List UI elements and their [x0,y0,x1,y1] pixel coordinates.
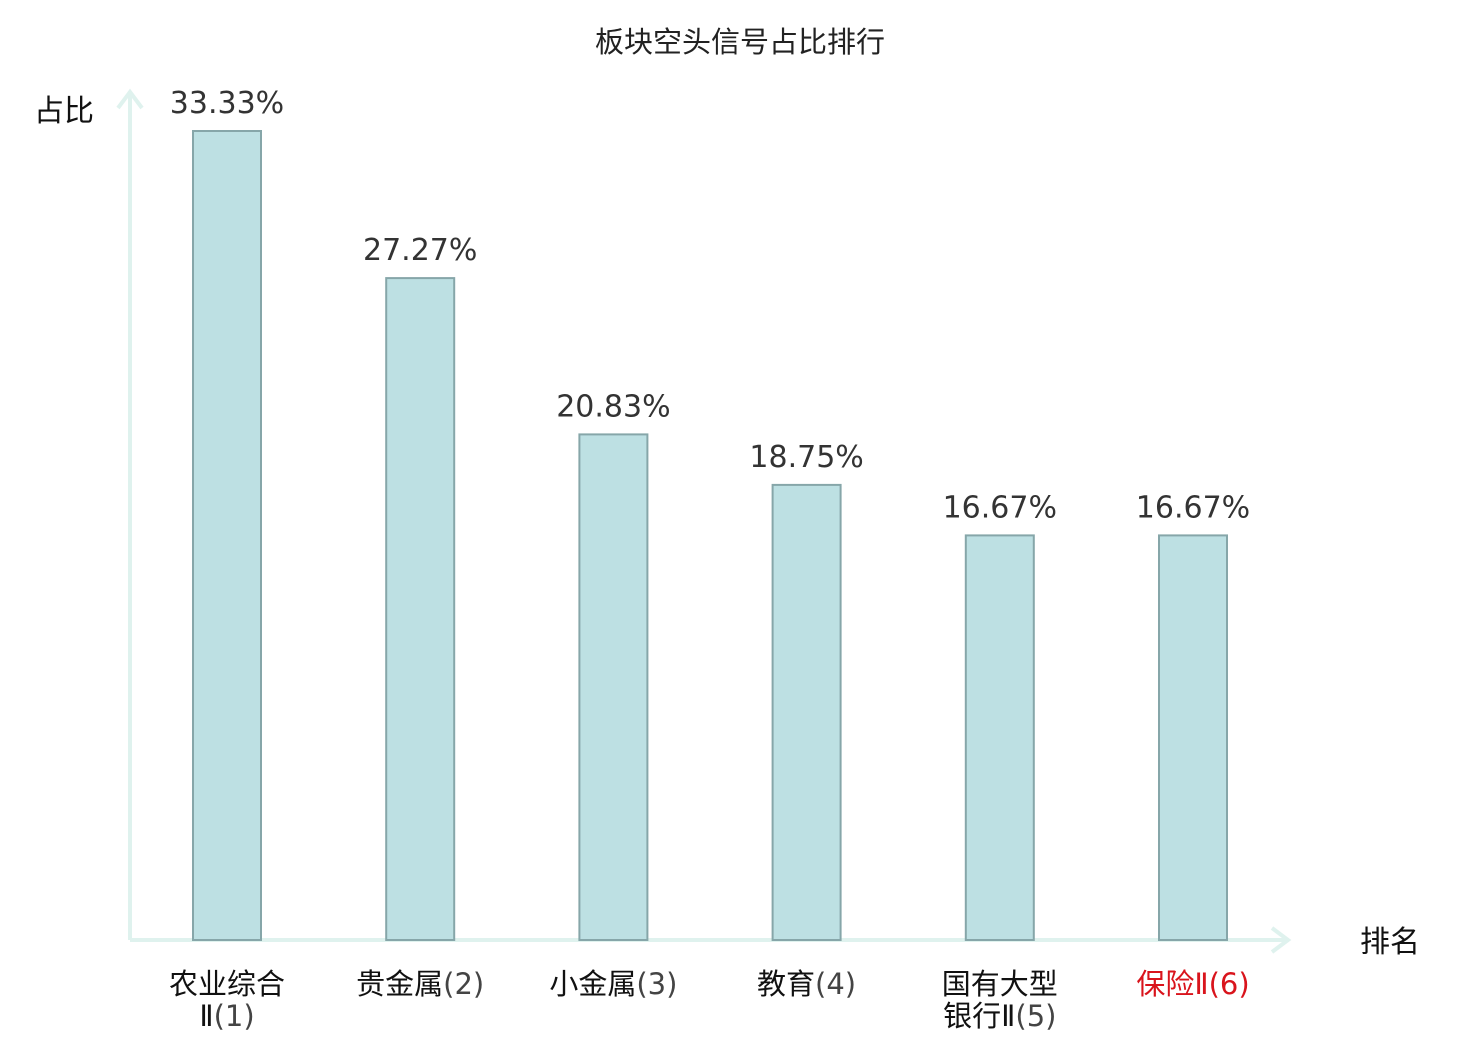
category-label-6: 保险Ⅱ(6) [1136,967,1249,1001]
axes: 占比 排名 [34,88,1420,960]
value-label-3: 20.83% [556,389,670,424]
bar-3 [578,433,649,941]
value-labels-group: 33.33% 27.27% 20.83% 18.75% 16.67% 16.67% [170,86,1250,525]
bar-5 [964,534,1035,942]
category-rank: (2) [443,967,484,1001]
category-label-line: 银行Ⅱ [943,999,1015,1033]
category-label-4: 教育(4) [757,967,856,1001]
bar-6 [1158,534,1228,942]
category-label-line: 保险Ⅱ [1136,967,1208,1001]
bar-2 [385,277,456,942]
category-rank: (4) [815,967,856,1001]
category-label-line: 农业综合 [169,967,285,1001]
category-label-2: 贵金属(2) [356,967,484,1001]
category-rank: (6) [1209,967,1250,1001]
category-rank: (3) [636,967,677,1001]
value-label-6: 16.67% [1136,490,1250,525]
bar-4 [771,483,842,941]
category-label-3: 小金属(3) [549,967,677,1001]
category-rank: (5) [1015,999,1056,1033]
category-label-1: 农业综合 Ⅱ(1) [169,967,285,1033]
category-label-5: 国有大型银行Ⅱ(5) [942,967,1058,1033]
value-label-4: 18.75% [749,440,863,475]
x-axis-label: 排名 [1360,925,1420,960]
category-labels-group: 农业综合 Ⅱ(1) 贵金属(2) 小金属(3) 教育(4) 国有大型银行Ⅱ(5) 保险Ⅱ(6… [169,967,1250,1033]
y-axis-arrow-icon [116,88,144,110]
value-label-2: 27.27% [363,233,477,268]
chart-title: 板块空头信号占比排行 [595,25,885,59]
category-label-line: 国有大型 [942,967,1058,1001]
x-axis-arrow-icon [1270,926,1292,954]
category-label-line: 教育 [757,967,815,1001]
bars-group [192,130,1228,942]
value-label-5: 16.67% [943,490,1057,525]
category-rank: (1) [214,999,255,1033]
y-axis-label: 占比 [34,94,94,129]
value-label-1: 33.33% [170,86,284,121]
bar-1 [192,130,262,941]
category-label-line: Ⅱ [199,999,213,1033]
category-label-line: 贵金属 [356,967,443,1001]
category-label-line: 小金属 [549,967,636,1001]
